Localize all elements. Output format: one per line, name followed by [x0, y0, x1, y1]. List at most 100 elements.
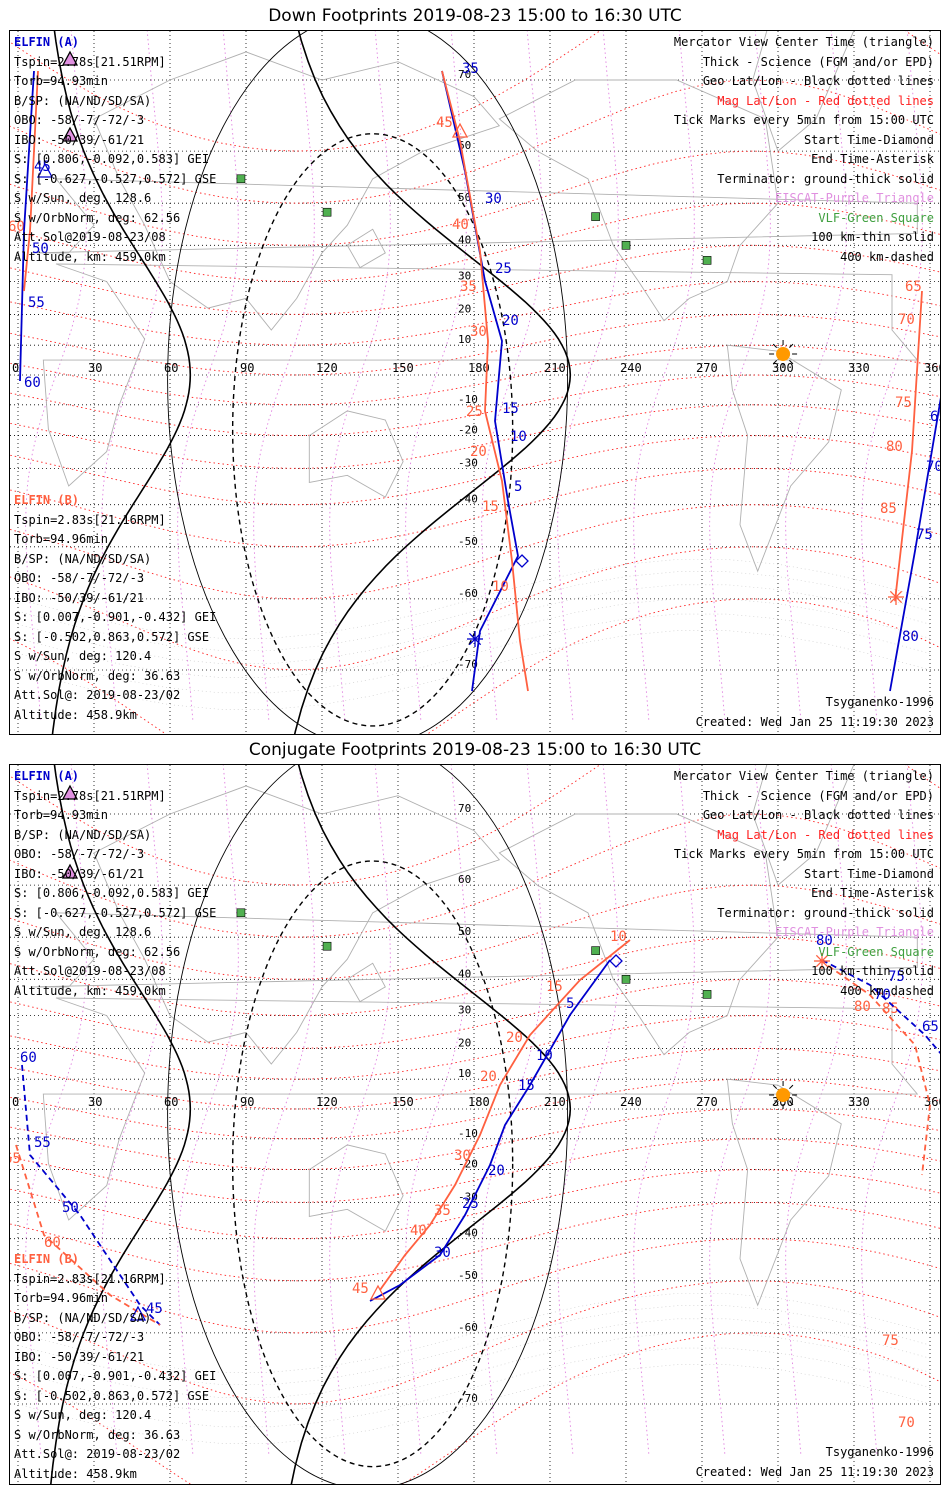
coastline — [308, 410, 404, 498]
elfin-b-track-tick-label: 40 — [452, 217, 469, 233]
legend-line: Terminator: ground-thick solid — [717, 171, 934, 186]
mag-parallel — [10, 313, 940, 376]
elfin-b-track-tick-label: 30 — [470, 324, 487, 340]
mag-parallel — [10, 374, 940, 437]
elfin-b-track-tick-label: 20 — [470, 444, 487, 460]
mag-parallel — [10, 1047, 940, 1110]
elfin-a-track-tick-label: 45 — [146, 1301, 163, 1317]
mag-parallel — [10, 1108, 940, 1171]
diamond-start-icon — [609, 954, 623, 968]
mag-parallel — [10, 884, 940, 980]
elfin-a-line: S w/OrbNorm, deg: 62.56 — [14, 944, 181, 959]
sun-ray — [772, 343, 778, 348]
elfin-a-track-tick-label: 25 — [495, 261, 512, 277]
vlf-square-icon — [591, 946, 600, 955]
coastline — [42, 997, 919, 1221]
elfin-a-line: Att.Sol@2019-08-23/08 — [14, 230, 166, 244]
elfin-a-track-tick-label: 60 — [20, 1050, 37, 1066]
mag-parallel — [10, 281, 940, 346]
elfin-b-line: S: [-0.502,0.863,0.572] GSE — [14, 629, 210, 644]
triangle-center-icon — [61, 126, 79, 142]
elfin-a-track-tick-label: 80 — [816, 933, 833, 949]
elfin-a-track-tick-label: 50 — [62, 1200, 79, 1216]
elfin-b-header: ELFIN (B) — [14, 1252, 80, 1266]
lat-label: 30 — [458, 1004, 471, 1017]
elfin-b-info-conjugate: ELFIN (B) Tspin=2.83s[21.16RPM] Torb=94.… — [14, 1250, 216, 1484]
elfin-a-info-conjugate: ELFIN (A) Tspin=2.78s[21.51RPM] Torb=94.… — [14, 767, 216, 1001]
elfin-b-line: B/SP: (NA/ND/SD/SA) — [14, 551, 152, 566]
elfin-b-track-tick-label: 15 — [482, 499, 499, 515]
elfin-a-line: Tspin=2.78s[21.51RPM] — [14, 788, 166, 803]
lat-label: -50 — [458, 535, 478, 548]
legend-line: 400 km-dashed — [840, 249, 934, 264]
lon-label: 210 — [544, 361, 566, 375]
lon-label: 360 — [924, 1095, 941, 1109]
legend-line: VLF-Green Square — [818, 210, 934, 225]
elfin-a-track-tick-label: 45 — [34, 159, 51, 175]
triangle-center-icon — [451, 122, 469, 138]
elfin-a-track-tick-label: 65 — [930, 409, 941, 425]
elfin-a-line: Altitude, km: 459.0km — [14, 983, 166, 998]
elfin-b-line: Att.Sol@: 2019-08-23/02 — [14, 688, 181, 702]
coastline — [498, 813, 779, 1056]
lat-label: 40 — [458, 233, 471, 246]
lat-label: -60 — [458, 1321, 478, 1334]
elfin-b-track-tick-label: 65 — [905, 279, 922, 295]
elfin-a-line: Att.Sol@2019-08-23/08 — [14, 964, 166, 978]
elfin-b-track-tick-label: 45 — [436, 115, 453, 131]
mag-parallel — [10, 150, 940, 246]
polar-curve — [17, 1347, 931, 1428]
elfin-a-track-west — [19, 70, 35, 382]
triangle-center-icon — [61, 784, 79, 800]
elfin-a-track-east — [889, 397, 940, 692]
legend-line: 100 km-thin solid — [811, 964, 934, 978]
mag-parallel — [10, 1238, 940, 1334]
lat-label: 50 — [458, 191, 471, 204]
polar-curve — [17, 613, 931, 694]
polar-curve — [17, 584, 931, 664]
elfin-a-line: S w/OrbNorm, deg: 62.56 — [14, 210, 181, 225]
elfin-b-track-tick-label: 35 — [434, 1203, 451, 1219]
sun-ray — [789, 343, 794, 348]
asterisk-end-icon — [468, 632, 482, 646]
model-name: Tsyganenko-1996 — [825, 695, 934, 709]
elfin-b-track-east — [894, 290, 923, 602]
elfin-a-track-west — [21, 1064, 161, 1326]
elfin-b-info-down: ELFIN (B) Tspin=2.83s[21.16RPM] Torb=94.… — [14, 491, 216, 725]
lat-label: -70 — [458, 1392, 478, 1405]
map-canvas-conjugate: 0306090120150180210240270300330360706050… — [10, 765, 941, 1484]
elfin-b-track-tick-label: 80 — [886, 439, 903, 455]
lat-label: 20 — [458, 1036, 471, 1049]
triangle-center-icon — [61, 50, 79, 66]
coastline — [752, 765, 855, 886]
elfin-b-track-tick-label: 20 — [480, 1069, 497, 1085]
coastline — [498, 79, 779, 322]
elfin-b-track-tick-label: 75 — [882, 1333, 899, 1349]
elfin-b-track — [379, 939, 631, 1291]
lon-label: 90 — [240, 361, 254, 375]
lon-label: 0 — [12, 1095, 19, 1109]
elfin-b-line: OBO: -58/-7/-72/-3 — [14, 571, 145, 585]
elfin-b-track-tick-label: 80 — [854, 999, 871, 1015]
legend-line: Mercator View Center Time (triangle) — [673, 35, 934, 49]
triangle-center-icon — [129, 1305, 147, 1321]
mag-parallel — [10, 1201, 940, 1282]
elfin-b-track-tick-label: 45 — [352, 1281, 369, 1297]
elfin-a-line: S: [0.806,-0.092,0.583] GEI — [14, 152, 210, 166]
elfin-a-track-tick-label: 55 — [34, 1135, 51, 1151]
legend-line: Thick - Science (FGM and/or EPD) — [702, 54, 934, 69]
vlf-square-icon — [621, 241, 631, 250]
coastline — [30, 912, 918, 988]
legend-line: Mag Lat/Lon - Red dotted lines — [717, 827, 934, 842]
mag-parallel — [10, 504, 940, 600]
coastline — [346, 228, 386, 269]
lat-label: 60 — [458, 873, 471, 886]
lon-label: 180 — [468, 361, 490, 375]
mag-parallel — [10, 1332, 940, 1484]
elfin-b-track-tick-label: 70 — [898, 1415, 915, 1431]
terminator-west — [50, 765, 192, 1484]
diamond-start-icon — [515, 554, 529, 568]
vlf-square-icon — [322, 941, 332, 951]
lon-label: 240 — [620, 361, 642, 375]
elfin-b-track-tick-label: 70 — [898, 312, 915, 328]
